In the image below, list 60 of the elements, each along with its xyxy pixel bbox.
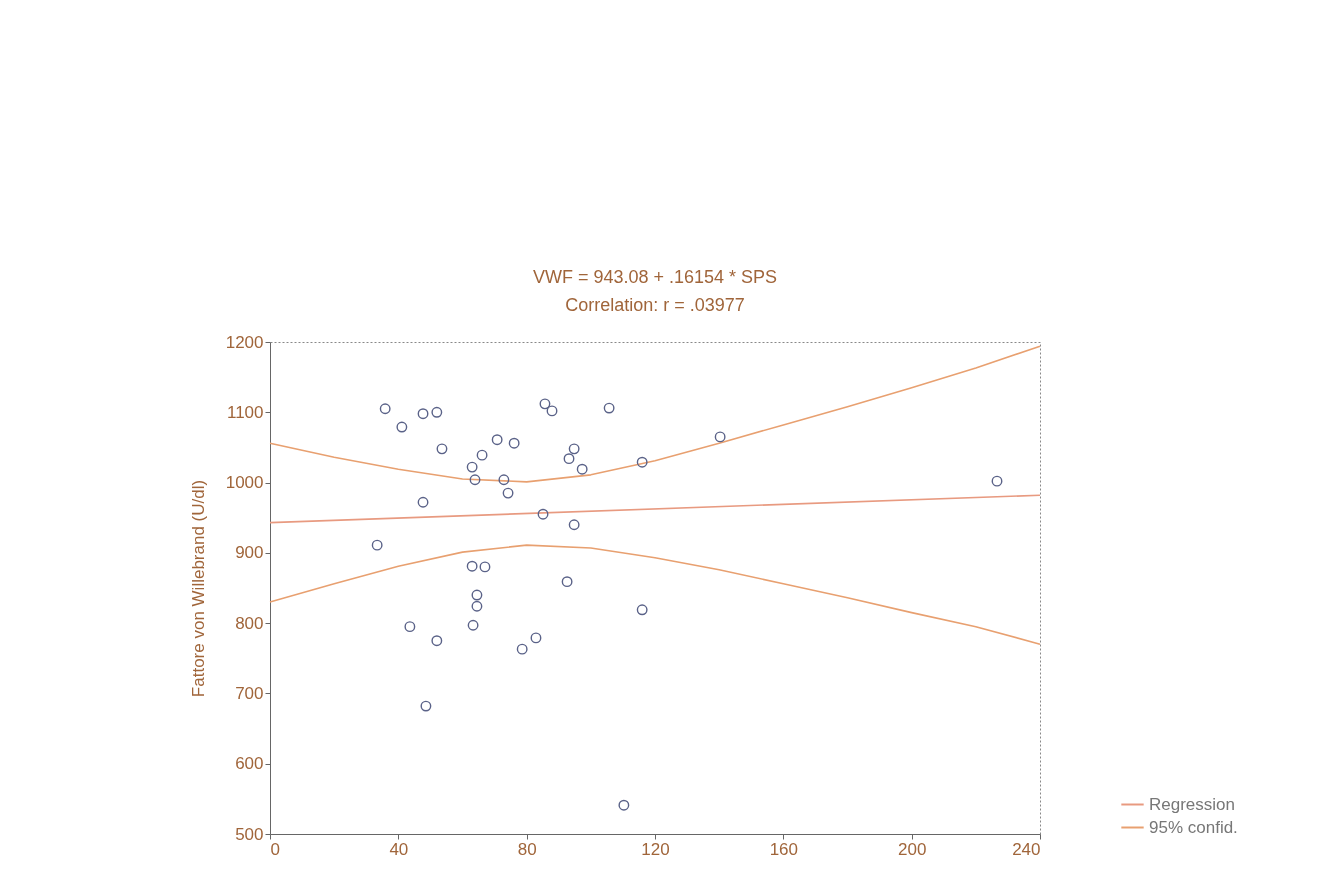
point bbox=[618, 799, 630, 811]
x-tick-label: 160 bbox=[769, 839, 799, 859]
point bbox=[431, 406, 443, 418]
y-tick-label: 700 bbox=[235, 683, 264, 703]
chart-title: VWF = 943.08 + .16154 * SPS bbox=[532, 267, 778, 287]
line-series bbox=[269, 544, 1041, 646]
point bbox=[498, 474, 510, 486]
point bbox=[436, 443, 448, 455]
point bbox=[516, 643, 528, 655]
y-axis-title: Fattore von Willebrand (U/dl) bbox=[188, 479, 208, 698]
line-series bbox=[269, 345, 1041, 483]
point bbox=[466, 560, 478, 572]
x-tick-label: 120 bbox=[641, 839, 670, 859]
x-tick-label: 80 bbox=[517, 839, 537, 859]
point bbox=[502, 487, 514, 499]
y-tick-label: 800 bbox=[235, 613, 264, 633]
point bbox=[417, 408, 429, 420]
y-tick-label: 1200 bbox=[225, 332, 264, 352]
point bbox=[636, 456, 648, 468]
point bbox=[469, 474, 481, 486]
y-tick-label: 600 bbox=[235, 754, 264, 774]
chart-subtitle: Correlation: r = .03977 bbox=[565, 295, 745, 315]
point bbox=[467, 619, 479, 631]
point bbox=[636, 604, 648, 616]
point bbox=[561, 576, 573, 588]
point bbox=[471, 589, 483, 601]
point bbox=[379, 403, 391, 415]
point bbox=[546, 405, 558, 417]
x-tick-label: 40 bbox=[389, 839, 409, 859]
point bbox=[568, 443, 580, 455]
y-tick-label: 1100 bbox=[226, 402, 264, 422]
point bbox=[371, 539, 383, 551]
point bbox=[537, 508, 549, 520]
x-tick-label: 0 bbox=[270, 839, 280, 859]
legend-label: Regression bbox=[1149, 794, 1235, 814]
y-tick-label: 500 bbox=[235, 824, 264, 844]
point bbox=[471, 600, 483, 612]
y-tick-label: 900 bbox=[235, 543, 264, 563]
point bbox=[563, 453, 575, 465]
x-tick-label: 200 bbox=[897, 839, 927, 859]
point bbox=[479, 561, 491, 573]
x-tick-label: 240 bbox=[1012, 839, 1041, 859]
point bbox=[568, 519, 580, 531]
y-tick-label: 1000 bbox=[225, 473, 264, 493]
point bbox=[539, 398, 551, 410]
point bbox=[466, 461, 478, 473]
point bbox=[991, 475, 1003, 487]
point bbox=[476, 449, 488, 461]
point bbox=[431, 635, 443, 647]
point bbox=[714, 431, 726, 443]
point bbox=[417, 496, 429, 508]
point bbox=[420, 700, 432, 712]
point bbox=[404, 621, 416, 633]
point bbox=[508, 437, 520, 449]
point bbox=[530, 632, 542, 644]
point bbox=[396, 421, 408, 433]
point bbox=[603, 402, 615, 414]
point bbox=[491, 434, 503, 446]
point bbox=[576, 463, 588, 475]
legend-label: 95% confid. bbox=[1149, 817, 1238, 837]
